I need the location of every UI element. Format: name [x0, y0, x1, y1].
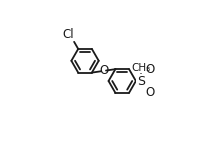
Text: S: S — [137, 75, 145, 87]
Text: O: O — [145, 86, 154, 99]
Text: O: O — [99, 64, 108, 77]
Text: O: O — [145, 63, 154, 76]
Text: CH₃: CH₃ — [132, 63, 151, 73]
Text: Cl: Cl — [62, 28, 74, 41]
